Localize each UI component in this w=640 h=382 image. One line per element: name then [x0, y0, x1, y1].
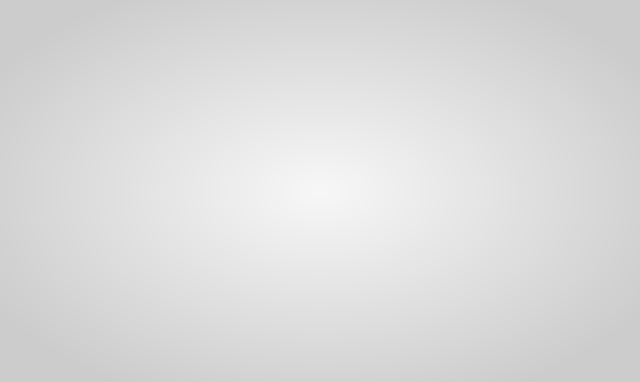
FancyBboxPatch shape — [561, 305, 609, 336]
Text: 1.36: 1.36 — [227, 311, 262, 324]
Text: 11.98: 11.98 — [563, 110, 607, 123]
Text: 2.43: 2.43 — [397, 290, 432, 304]
FancyBboxPatch shape — [305, 328, 354, 336]
Title: Magnificent 7 Forward PEG Multiples: Magnificent 7 Forward PEG Multiples — [126, 13, 533, 33]
Bar — [391, 284, 438, 336]
Bar — [476, 305, 523, 336]
FancyBboxPatch shape — [51, 331, 99, 336]
FancyBboxPatch shape — [390, 330, 439, 336]
Bar — [561, 79, 608, 336]
Bar — [51, 295, 98, 336]
Text: 1.94: 1.94 — [58, 299, 92, 314]
Bar — [136, 310, 183, 336]
FancyBboxPatch shape — [220, 333, 269, 336]
Bar — [221, 307, 268, 336]
Text: 1.44: 1.44 — [483, 309, 517, 323]
FancyBboxPatch shape — [476, 332, 524, 336]
Bar — [306, 271, 353, 336]
FancyBboxPatch shape — [135, 333, 184, 336]
Text: 3.04: 3.04 — [312, 278, 347, 293]
Text: 1.22: 1.22 — [142, 313, 177, 327]
